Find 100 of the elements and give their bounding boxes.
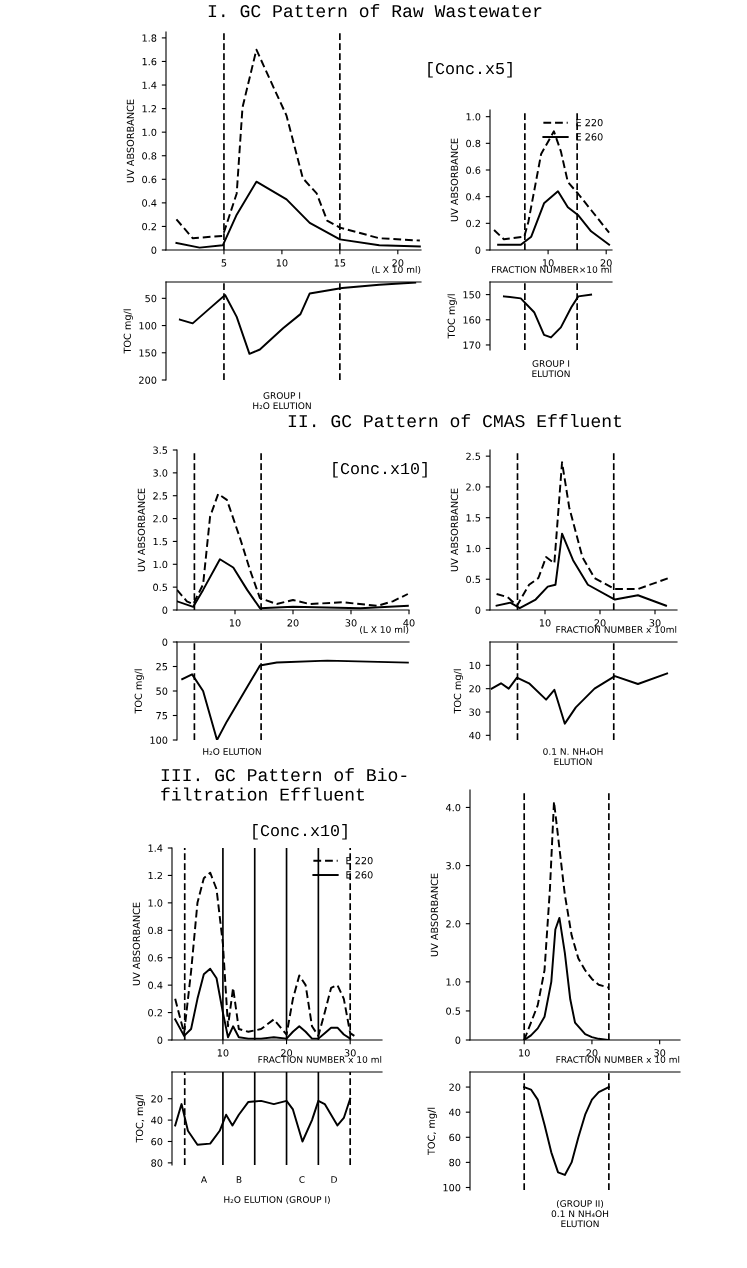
text: II. GC Pattern of CMAS Effluent: [288, 414, 622, 428]
text: A: [200, 1176, 208, 1183]
text: H₂O ELUTION: [203, 748, 261, 755]
y-tick-label: 40: [469, 731, 481, 740]
x-tick-label: 20: [281, 1049, 293, 1057]
y-tick-label: 1.4: [148, 844, 163, 852]
y-tick-label: 170: [463, 341, 481, 349]
x-tick-label: 30: [649, 619, 661, 627]
x-axis-title: FRACTION NUMBER x 10 ml: [556, 1056, 680, 1063]
y-tick-label: 3.5: [153, 446, 168, 454]
y-tick-label: 20: [151, 1095, 163, 1103]
y-tick-label: 40: [449, 1108, 461, 1116]
y-tick-label: 10: [469, 661, 481, 670]
y-tick-label: 100: [443, 1183, 461, 1192]
y-axis-title: TOC mg/l: [453, 669, 464, 714]
text: 0.1 N. NH₄OH ELUTION: [543, 748, 603, 766]
y-tick-label: 60: [449, 1133, 461, 1142]
y-tick-label: 1.0: [466, 113, 481, 121]
x-tick-label: 10: [217, 1049, 229, 1057]
chart-title: III. GC Pattern of Bio- filtration Effluent: [161, 768, 407, 801]
y-axis-title: UV ABSORBANCE: [430, 873, 439, 957]
y-tick-label: 0: [475, 606, 481, 614]
text: [Conc.x5]: [428, 62, 512, 78]
y-axis-title: UV ABSORBANCE: [132, 902, 141, 986]
y-tick-label: 75: [156, 712, 168, 720]
legend-label: E 260: [576, 133, 603, 141]
y-tick-label: 0.8: [148, 926, 163, 935]
y-tick-label: 0.5: [153, 583, 168, 591]
y-tick-label: 0.2: [142, 222, 156, 231]
y-tick-label: 0.6: [466, 166, 481, 174]
text: GROUP I H₂O ELUTION: [253, 392, 311, 410]
y-tick-label: 0: [157, 1036, 163, 1044]
y-tick-label: 20: [469, 685, 481, 693]
y-tick-label: 1.5: [466, 514, 481, 522]
y-tick-label: 0.6: [148, 954, 163, 962]
y-tick-label: 80: [151, 1159, 163, 1167]
y-tick-label: 0.2: [466, 219, 480, 228]
y-tick-label: 0: [475, 246, 481, 254]
y-axis-title: TOC mg/l: [134, 669, 144, 714]
y-tick-label: 50: [145, 294, 157, 303]
y-tick-label: 1.5: [153, 538, 168, 546]
y-tick-label: 0: [455, 1036, 461, 1044]
y-tick-label: 80: [449, 1158, 461, 1167]
y-tick-label: 1.2: [148, 871, 162, 880]
y-tick-label: 25: [156, 662, 168, 671]
x-tick-label: 40: [403, 619, 415, 627]
y-tick-label: 50: [156, 687, 168, 695]
y-tick-label: 0.4: [142, 199, 157, 207]
x-tick-label: 30: [654, 1049, 666, 1057]
x-tick-label: 20: [287, 619, 299, 627]
y-tick-label: 0: [162, 638, 168, 646]
y-tick-label: 200: [139, 376, 157, 384]
x-tick-label: 20: [586, 1049, 598, 1057]
y-tick-label: 20: [449, 1083, 461, 1091]
y-tick-label: 2.0: [153, 515, 168, 523]
x-tick-label: 5: [221, 259, 227, 267]
y-tick-label: 1.0: [142, 128, 157, 136]
y-axis-title: TOC mg/l: [123, 309, 133, 354]
text: C: [299, 1176, 305, 1183]
y-axis-title: TOC, mg/l: [427, 1107, 437, 1156]
y-tick-label: 1.4: [142, 81, 157, 89]
y-tick-label: 1.8: [142, 34, 157, 42]
y-tick-label: 0.4: [466, 193, 481, 201]
y-tick-label: 2.5: [466, 452, 481, 460]
y-tick-label: 0.8: [466, 139, 481, 148]
y-tick-label: 0.4: [148, 981, 163, 989]
y-tick-label: 0.6: [142, 175, 157, 184]
y-axis-title: UV ABSORBANCE: [137, 488, 146, 572]
y-tick-label: 4.0: [445, 803, 461, 812]
legend-label: E 220: [576, 118, 603, 127]
y-axis-title: UV ABSORBANCE: [450, 488, 459, 572]
text: D: [331, 1176, 337, 1183]
y-axis-title: UV ABSORBANCE: [450, 138, 459, 222]
x-tick-label: 10: [276, 259, 288, 267]
x-tick-label: 10: [519, 1049, 530, 1057]
y-tick-label: 100: [150, 736, 168, 744]
x-axis-title: FRACTION NUMBER x 10 ml: [258, 1056, 382, 1063]
x-tick-label: 20: [392, 259, 404, 267]
text: GROUP I ELUTION: [532, 360, 570, 378]
x-axis-title: FRACTION NUMBER×10 ml: [492, 266, 612, 273]
y-tick-label: 1.0: [148, 899, 163, 907]
text: (GROUP II) 0.1 N NH₄OH ELUTION: [551, 1200, 609, 1228]
legend-label: E 260: [346, 871, 373, 879]
x-tick-label: 20: [600, 259, 612, 267]
y-tick-label: 0: [162, 606, 168, 614]
y-tick-label: 2.5: [153, 492, 168, 500]
x-tick-label: 20: [594, 619, 606, 627]
y-tick-label: 2.0: [466, 483, 481, 491]
y-tick-label: 1.0: [466, 544, 481, 553]
y-tick-label: 0.5: [446, 1007, 461, 1015]
annotation: [Conc.x10]: [333, 462, 427, 478]
y-axis-title: TOC, mg/l: [135, 1095, 146, 1143]
y-tick-label: 1.2: [142, 105, 156, 113]
y-tick-label: 0.8: [142, 152, 157, 160]
y-tick-label: 1.0: [153, 560, 168, 569]
x-axis-title: (L X 10 ml): [372, 266, 421, 275]
y-axis-title: UV ABSORBANCE: [126, 99, 135, 183]
x-tick-label: 30: [344, 1049, 356, 1057]
y-tick-label: 3.0: [446, 862, 461, 870]
y-tick-label: 0: [151, 246, 157, 254]
